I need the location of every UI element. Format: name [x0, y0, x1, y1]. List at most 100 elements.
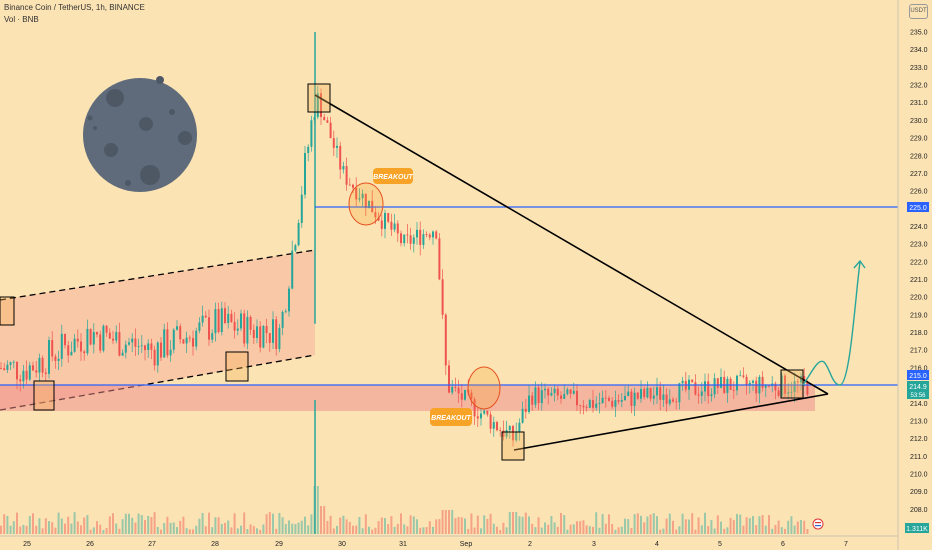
- volume-bar: [384, 518, 386, 534]
- candle: [419, 221, 422, 256]
- time-tick-label: 7: [844, 541, 848, 548]
- candle: [633, 387, 636, 416]
- candle: [249, 315, 252, 335]
- candle: [89, 328, 92, 346]
- volume-bar: [131, 517, 134, 534]
- candle: [483, 408, 486, 415]
- candle: [470, 389, 473, 407]
- volume-bar: [476, 515, 479, 534]
- volume-bar: [528, 516, 530, 534]
- volume-bar: [70, 523, 73, 534]
- volume-bar: [425, 527, 428, 534]
- volume-bar: [51, 522, 54, 534]
- volume-bar: [99, 524, 102, 534]
- volume-legend: Vol · BNB: [4, 15, 39, 24]
- projection-path: [802, 261, 861, 386]
- candle: [57, 350, 60, 370]
- candle: [60, 324, 63, 367]
- candle: [748, 380, 751, 394]
- volume-bar: [441, 510, 444, 534]
- volume-bar: [19, 526, 22, 534]
- price-tick-label: 211.0: [910, 454, 927, 461]
- candle: [6, 360, 9, 373]
- candle: [272, 311, 274, 349]
- candle: [390, 213, 393, 236]
- candle: [448, 360, 450, 394]
- volume-bar: [300, 520, 303, 534]
- volume-bar: [201, 512, 204, 534]
- candle: [624, 386, 626, 401]
- price-tick-label: 223.0: [910, 242, 928, 249]
- volume-bar: [147, 515, 150, 534]
- candle: [518, 418, 521, 441]
- candle: [617, 394, 620, 405]
- volume-bar: [112, 513, 114, 534]
- candle: [681, 376, 684, 391]
- volume-bar: [694, 529, 697, 534]
- candle: [544, 383, 546, 399]
- candle: [3, 362, 6, 371]
- volume-bar: [496, 526, 498, 534]
- volume-bar: [105, 528, 108, 534]
- volume-bar: [249, 524, 252, 534]
- volume-bar: [256, 528, 258, 534]
- volume-bar: [726, 527, 729, 534]
- time-axis[interactable]: 25 26 27 28 29 30 31 Sep 2 3 4 5 6 7: [23, 541, 848, 548]
- volume-bar: [681, 513, 684, 534]
- volume-bar: [358, 516, 361, 534]
- volume-bar: [188, 529, 191, 534]
- volume-bar: [9, 525, 12, 534]
- candle: [156, 340, 159, 373]
- candle: [793, 372, 796, 403]
- candle: [332, 130, 335, 156]
- volume-bar: [566, 529, 569, 534]
- candle: [662, 384, 665, 407]
- volume-bar: [380, 517, 383, 534]
- volume-bar: [758, 516, 761, 534]
- candle: [806, 380, 809, 397]
- volume-bar: [688, 519, 690, 534]
- price-tick-label: 216.0: [910, 365, 928, 372]
- volume-bar: [790, 516, 793, 534]
- breakout-label-top: BREAKOUT: [373, 168, 414, 184]
- volume-bar: [732, 519, 735, 534]
- volume-bar: [409, 515, 412, 534]
- price-tick-label: 209.0: [910, 489, 928, 496]
- volume-bar: [28, 516, 31, 534]
- candle: [211, 329, 214, 344]
- candle: [441, 269, 444, 320]
- candle: [777, 386, 780, 398]
- volume-bar: [467, 528, 470, 534]
- moon-icon: [83, 76, 197, 192]
- time-tick-label: Sep: [460, 541, 473, 548]
- volume-bar: [262, 524, 265, 534]
- price-axis[interactable]: 235.0 234.0 233.0 232.0 231.0 230.0 229.0 228.0…: [910, 30, 928, 514]
- candle: [361, 189, 364, 208]
- candle: [224, 302, 226, 325]
- volume-bar: [572, 524, 575, 534]
- candle: [182, 339, 185, 345]
- currency-badge[interactable]: USDT: [909, 4, 928, 19]
- candle: [496, 420, 498, 432]
- price-tick-label: 227.0: [910, 171, 928, 178]
- volume-bar: [473, 527, 476, 534]
- volume-bar: [246, 529, 249, 534]
- volume-bar: [707, 526, 710, 534]
- candle: [473, 396, 476, 425]
- volume-bar: [806, 529, 809, 534]
- candle: [726, 376, 729, 403]
- volume-bar: [784, 528, 786, 534]
- volume-bar: [329, 515, 332, 534]
- candle: [64, 333, 66, 349]
- candle: [716, 378, 719, 394]
- volume-bar: [169, 522, 172, 534]
- candle: [649, 387, 652, 402]
- volume-bar: [470, 513, 473, 534]
- candle: [28, 361, 31, 382]
- volume-bar: [326, 521, 329, 534]
- candle: [512, 424, 514, 447]
- price-tick-label: 220.0: [910, 295, 928, 302]
- candle: [208, 309, 210, 346]
- volume-bar: [163, 522, 166, 534]
